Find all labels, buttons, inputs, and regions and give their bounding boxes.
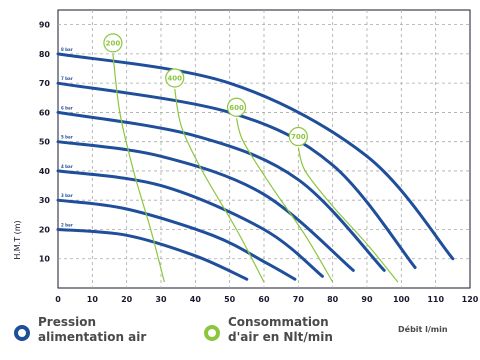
x-tick-label: 10 (87, 295, 99, 304)
green-ring-icon (204, 325, 220, 341)
pressure-curve (56, 52, 455, 261)
y-tick-label: 30 (39, 196, 51, 205)
air-consumption-label: 200 (106, 39, 121, 47)
pressure-curve (56, 169, 324, 278)
y-tick-label: 50 (39, 138, 51, 147)
air-consumption-curve (235, 118, 334, 283)
pressure-curve-label: 8 bar (61, 47, 73, 52)
pressure-curve-label: 2 bar (61, 222, 73, 227)
legend-air-consumption: Consommation d'air en Nlt/min (204, 315, 333, 357)
x-tick-label: 40 (190, 295, 202, 304)
air-consumption-badge (226, 97, 247, 117)
legend-pressure: Pression alimentation air (14, 315, 146, 357)
air-consumption-label: 700 (291, 133, 306, 141)
pressure-curve-label: 4 bar (61, 164, 73, 169)
x-tick-label: 0 (55, 295, 61, 304)
y-tick-label: 80 (39, 50, 51, 59)
pressure-curve-label: 5 bar (61, 135, 73, 140)
pressure-curve-label: 7 bar (61, 76, 73, 81)
air-consumption-curve (297, 147, 399, 283)
x-tick-label: 20 (121, 295, 133, 304)
air-consumption-label: 600 (229, 104, 244, 112)
x-tick-label: 30 (155, 295, 167, 304)
air-consumption-curve (174, 88, 265, 283)
legend-air-line2: d'air en Nlt/min (228, 330, 333, 344)
y-axis-title: H.M.T (m) (13, 220, 22, 259)
x-tick-label: 120 (462, 295, 479, 304)
pressure-curve (56, 81, 417, 269)
x-tick-label: 110 (427, 295, 444, 304)
x-tick-label: 50 (224, 295, 236, 304)
x-tick-label: 100 (393, 295, 410, 304)
x-tick-label: 90 (361, 295, 373, 304)
y-tick-label: 40 (39, 167, 51, 176)
y-tick-label: 10 (39, 255, 51, 264)
y-tick-label: 60 (39, 108, 51, 117)
pressure-curve (56, 228, 249, 281)
x-tick-label: 70 (293, 295, 305, 304)
x-axis-title: Débit l/min (398, 325, 448, 334)
blue-ring-icon (14, 325, 30, 341)
air-consumption-badge (165, 68, 185, 88)
legend-air-line1: Consommation (228, 315, 329, 329)
y-tick-label: 90 (39, 21, 51, 30)
air-consumption-label: 400 (167, 75, 182, 83)
air-consumption-badge (103, 33, 123, 53)
legend-pressure-line2: alimentation air (38, 330, 147, 344)
pressure-curve-label: 3 bar (61, 193, 73, 198)
legend-pressure-line1: Pression (38, 315, 97, 329)
pressure-curve-label: 6 bar (61, 105, 73, 110)
air-consumption-curve (112, 53, 165, 283)
y-tick-label: 20 (39, 225, 51, 234)
pressure-curve (56, 140, 355, 272)
x-tick-label: 60 (258, 295, 270, 304)
x-tick-label: 80 (327, 295, 339, 304)
air-consumption-badge (288, 126, 308, 147)
y-tick-label: 70 (39, 79, 51, 88)
pressure-curve (56, 198, 297, 281)
